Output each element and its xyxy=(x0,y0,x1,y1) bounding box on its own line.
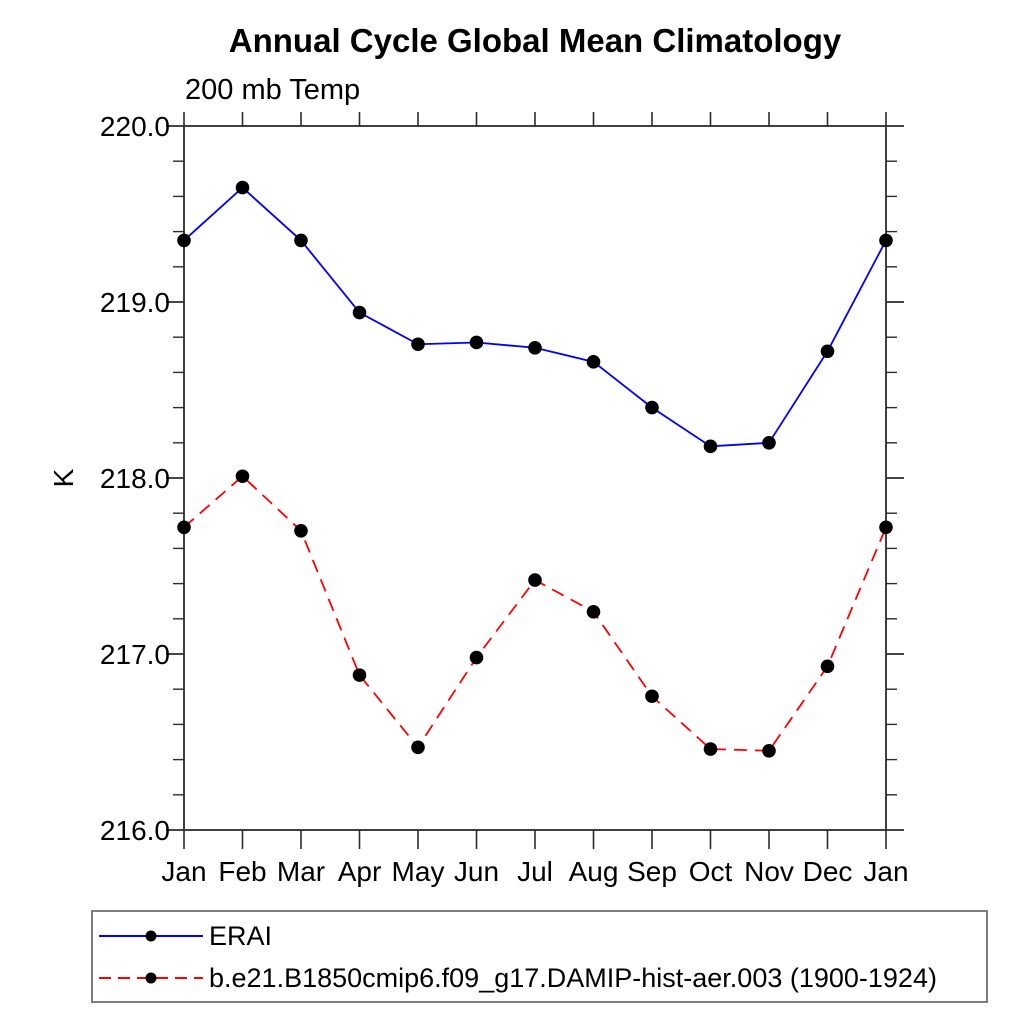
series-line-0 xyxy=(183,186,887,448)
data-point-marker xyxy=(469,650,484,665)
data-point-marker xyxy=(235,180,250,195)
data-point-marker xyxy=(528,573,542,587)
y-tick-label: 219.0 xyxy=(100,287,170,318)
data-point-marker xyxy=(528,340,542,355)
x-tick-label: Sep xyxy=(627,856,677,887)
data-point-marker xyxy=(294,233,308,248)
x-tick-label: Dec xyxy=(803,856,853,887)
data-point-marker xyxy=(879,233,893,248)
data-point-marker xyxy=(645,689,659,704)
x-tick-label: Feb xyxy=(218,856,266,887)
data-point-marker xyxy=(645,400,659,415)
data-point-marker xyxy=(352,668,367,682)
x-tick-label: Jul xyxy=(517,856,553,887)
data-point-marker xyxy=(411,740,425,755)
data-point-marker xyxy=(703,742,718,756)
data-point-marker xyxy=(177,233,191,248)
data-point-marker xyxy=(411,337,425,352)
series-line-1 xyxy=(183,475,887,752)
legend-item-1: b.e21.B1850cmip6.f09_g17.DAMIP-hist-aer.… xyxy=(93,957,986,999)
data-point-marker xyxy=(879,520,893,535)
data-point-marker xyxy=(762,436,776,450)
legend-marker-dot xyxy=(145,972,157,984)
legend-marker-dot xyxy=(145,930,157,942)
data-point-marker xyxy=(469,335,484,350)
legend-label: b.e21.B1850cmip6.f09_g17.DAMIP-hist-aer.… xyxy=(209,962,937,993)
x-tick-label: Aug xyxy=(569,856,619,887)
data-point-marker xyxy=(820,344,835,359)
legend: ERAI b.e21.B1850cmip6.f09_g17.DAMIP-hist-… xyxy=(91,910,988,1003)
data-point-marker xyxy=(586,355,601,369)
data-point-marker xyxy=(586,604,601,619)
legend-item-0: ERAI xyxy=(93,915,986,957)
data-point-marker xyxy=(294,524,308,538)
x-tick-label: Oct xyxy=(689,856,733,887)
y-tick-label: 220.0 xyxy=(100,111,170,142)
legend-line-sample xyxy=(99,972,203,984)
y-tick-label: 217.0 xyxy=(100,639,170,670)
y-tick-label: 216.0 xyxy=(100,815,170,846)
data-point-marker xyxy=(235,469,250,484)
x-tick-label: May xyxy=(392,856,445,887)
legend-line-sample xyxy=(99,930,203,942)
x-tick-label: Jan xyxy=(161,856,206,887)
data-point-marker xyxy=(820,659,835,674)
axis-frame xyxy=(183,125,887,831)
data-point-marker xyxy=(762,744,776,758)
data-point-marker xyxy=(703,439,718,454)
x-tick-label: Apr xyxy=(338,856,382,887)
x-tick-label: Mar xyxy=(277,856,325,887)
x-tick-label: Jan xyxy=(863,856,908,887)
chart-title: Annual Cycle Global Mean Climatology xyxy=(228,22,842,59)
y-tick-label: 218.0 xyxy=(100,463,170,494)
chart-subtitle: 200 mb Temp xyxy=(185,74,361,106)
legend-label: ERAI xyxy=(209,920,273,951)
x-tick-label: Jun xyxy=(454,856,499,887)
x-tick-label: Nov xyxy=(744,856,794,887)
data-point-marker xyxy=(352,305,367,320)
data-point-marker xyxy=(177,520,191,535)
